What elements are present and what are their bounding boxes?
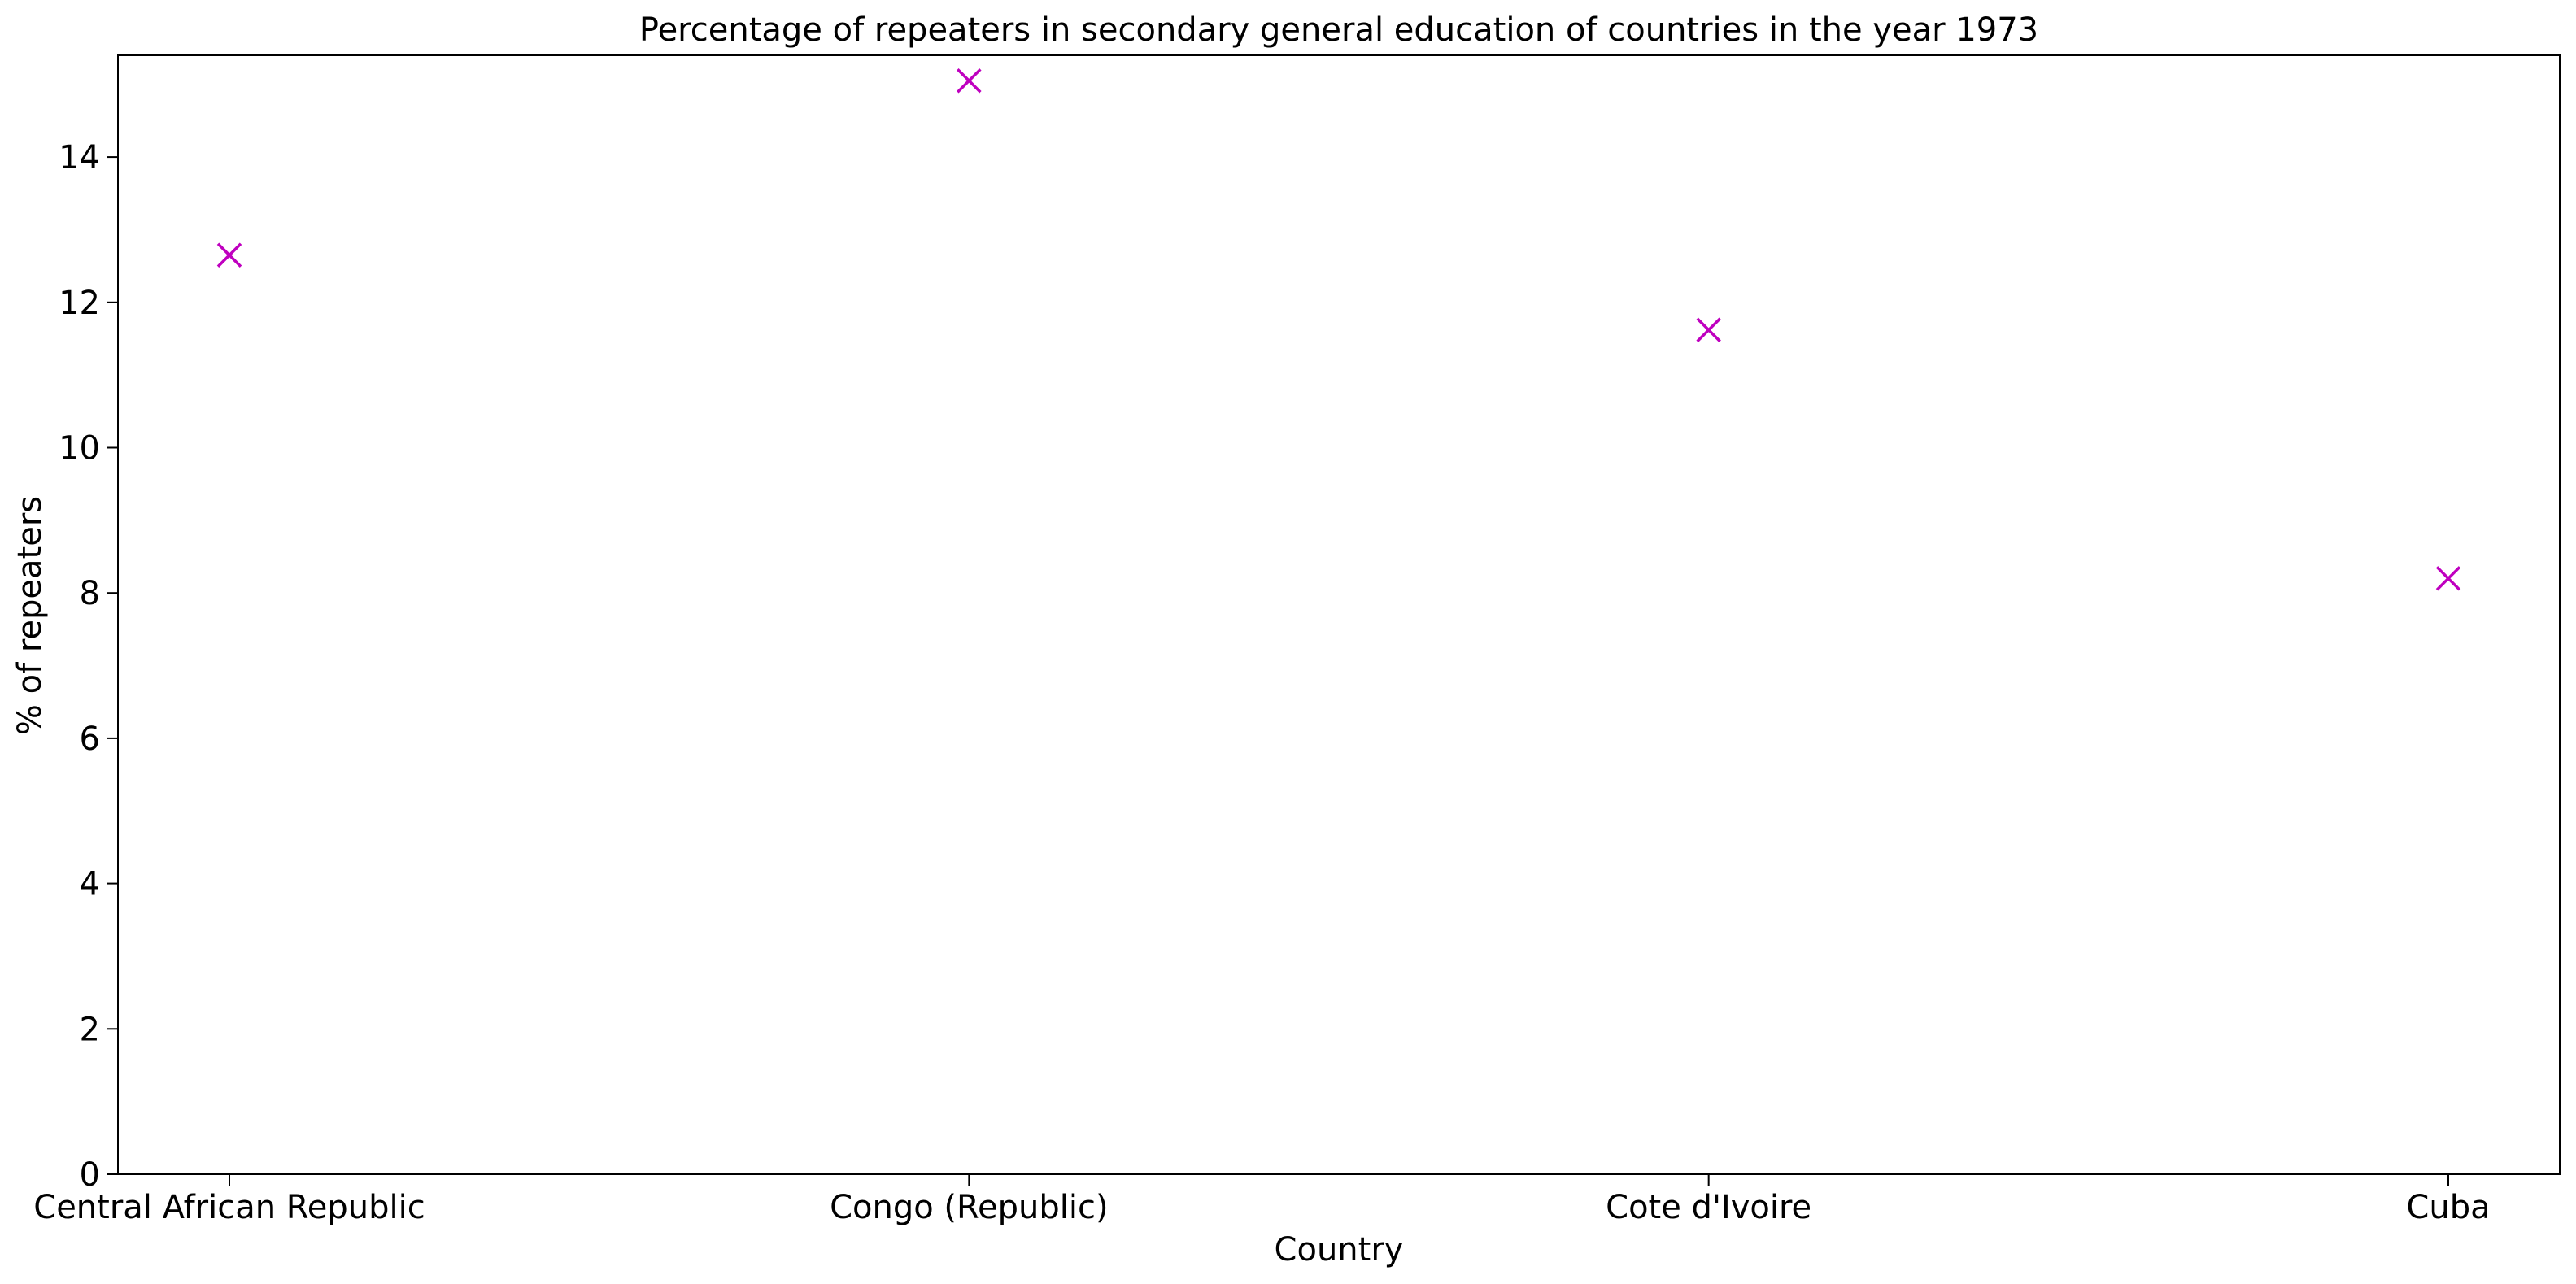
y-axis-label: % of repeaters [11, 496, 49, 735]
y-tick-label: 0 [80, 1156, 100, 1194]
x-tick-label: Central African Republic [33, 1189, 425, 1226]
y-tick-label: 10 [59, 429, 100, 467]
y-axis: 0 2 4 6 8 10 12 14 [59, 139, 118, 1194]
y-tick-label: 4 [80, 866, 100, 903]
data-point-marker [1696, 317, 1721, 342]
x-tick-label: Cuba [2406, 1189, 2490, 1226]
x-tick-label: Congo (Republic) [830, 1189, 1109, 1226]
y-tick-label: 6 [80, 720, 100, 758]
data-point-marker [957, 68, 982, 94]
data-markers [216, 68, 2461, 591]
x-axis: Central African Republic Congo (Republic)… [33, 1174, 2491, 1226]
x-axis-label: Country [1275, 1231, 1404, 1269]
data-point-marker [2435, 566, 2461, 591]
y-tick-label: 8 [80, 575, 100, 612]
x-tick-label: Cote d'Ivoire [1606, 1189, 1811, 1226]
y-tick-label: 12 [59, 285, 100, 322]
plot-area [117, 54, 2561, 1175]
y-tick-label: 14 [59, 139, 100, 176]
y-tick-label: 2 [80, 1011, 100, 1048]
data-point-marker [216, 242, 242, 268]
chart-title: Percentage of repeaters in secondary gen… [639, 11, 2038, 49]
plot-frame [117, 54, 2561, 1175]
